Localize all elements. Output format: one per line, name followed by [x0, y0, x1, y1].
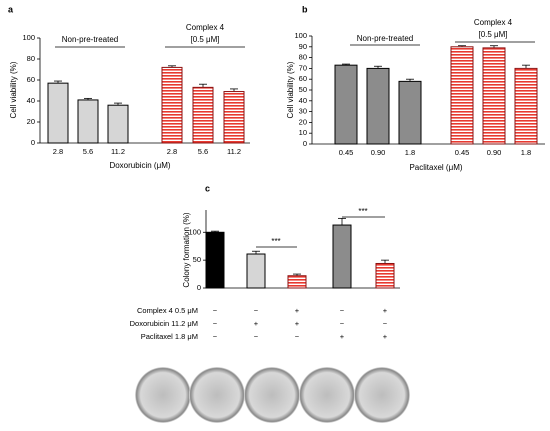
condition-mark: −	[383, 319, 388, 328]
y-tick-label: 60	[299, 74, 307, 83]
x-tick-label: 1.8	[521, 148, 531, 157]
y-axis-label: Cell viability (%)	[9, 61, 18, 118]
y-tick-label: 40	[299, 96, 307, 105]
bar	[47, 82, 69, 144]
dish	[135, 367, 191, 423]
bar	[482, 47, 506, 145]
condition-label: Complex 4 0.5 μM	[137, 306, 198, 315]
condition-mark: −	[254, 306, 259, 315]
y-axis-label: Cell viability (%)	[286, 61, 295, 118]
condition-mark: −	[254, 332, 259, 341]
bar	[77, 99, 99, 144]
dish	[244, 367, 300, 423]
annotation: Complex 4	[474, 18, 513, 27]
y-tick-label: 10	[299, 128, 307, 137]
y-tick-label: 90	[299, 42, 307, 51]
annotation: ***	[271, 237, 280, 246]
condition-label: Doxorubicin 11.2 μM	[130, 319, 198, 328]
petri-dishes	[135, 367, 410, 423]
condition-mark: −	[213, 319, 218, 328]
condition-mark: +	[295, 306, 300, 315]
bar	[246, 253, 266, 289]
y-tick-label: 50	[299, 85, 307, 94]
y-tick-label: 60	[27, 75, 35, 84]
y-tick-label: 20	[299, 117, 307, 126]
y-tick-label: 40	[27, 96, 35, 105]
x-tick-label: 5.6	[83, 147, 93, 156]
y-tick-label: 30	[299, 107, 307, 116]
bar	[107, 104, 129, 144]
x-axis-label: Doxorubicin (μM)	[109, 161, 170, 170]
annotation: [0.5 μM]	[478, 30, 507, 39]
bar	[514, 67, 538, 145]
bar	[366, 67, 390, 145]
y-tick-label: 0	[197, 283, 201, 292]
y-tick-label: 100	[188, 227, 201, 236]
condition-label: Paclitaxel 1.8 μM	[141, 332, 198, 341]
annotation: ***	[358, 207, 367, 216]
x-tick-label: 11.2	[111, 147, 125, 156]
x-tick-label: 0.90	[487, 148, 502, 157]
annotation: Non-pre-treated	[62, 35, 118, 44]
y-axis-label: Colony formation (%)	[182, 212, 191, 287]
panel-label: c	[205, 183, 210, 193]
panel-label: b	[302, 4, 308, 14]
annotation: Non-pre-treated	[357, 34, 413, 43]
condition-mark: −	[213, 306, 218, 315]
y-tick-label: 20	[27, 117, 35, 126]
x-axis-label: Paclitaxel (μM)	[409, 163, 462, 172]
x-tick-label: 2.8	[167, 147, 177, 156]
y-tick-label: 0	[31, 138, 35, 147]
x-tick-label: 0.45	[455, 148, 470, 157]
condition-mark: +	[295, 319, 300, 328]
condition-mark: −	[213, 332, 218, 341]
bar	[223, 91, 245, 144]
bar	[287, 275, 307, 289]
y-tick-label: 50	[193, 255, 201, 264]
condition-mark: −	[295, 332, 300, 341]
x-tick-label: 0.45	[339, 148, 354, 157]
panel-label: a	[8, 4, 14, 14]
condition-mark: +	[383, 306, 388, 315]
x-tick-label: 2.8	[53, 147, 63, 156]
condition-mark: −	[340, 306, 345, 315]
bar	[161, 66, 183, 144]
y-tick-label: 80	[299, 53, 307, 62]
annotation: Complex 4	[186, 23, 225, 32]
annotation: [0.5 μM]	[190, 35, 219, 44]
y-tick-label: 0	[303, 139, 307, 148]
y-tick-label: 70	[299, 63, 307, 72]
condition-mark: +	[383, 332, 388, 341]
dish	[189, 367, 245, 423]
condition-mark: +	[340, 332, 345, 341]
x-tick-label: 11.2	[227, 147, 241, 156]
bar	[205, 231, 225, 289]
condition-mark: −	[340, 319, 345, 328]
bar	[334, 64, 358, 145]
bar	[450, 46, 474, 145]
bar	[398, 80, 422, 145]
bar	[192, 86, 214, 144]
dish	[299, 367, 355, 423]
bar	[375, 262, 395, 289]
x-tick-label: 5.6	[198, 147, 208, 156]
x-tick-label: 1.8	[405, 148, 415, 157]
y-tick-label: 100	[22, 33, 35, 42]
y-tick-label: 80	[27, 54, 35, 63]
y-tick-label: 100	[294, 31, 307, 40]
dish	[354, 367, 410, 423]
x-tick-label: 0.90	[371, 148, 386, 157]
condition-mark: +	[254, 319, 259, 328]
bar	[332, 224, 352, 289]
